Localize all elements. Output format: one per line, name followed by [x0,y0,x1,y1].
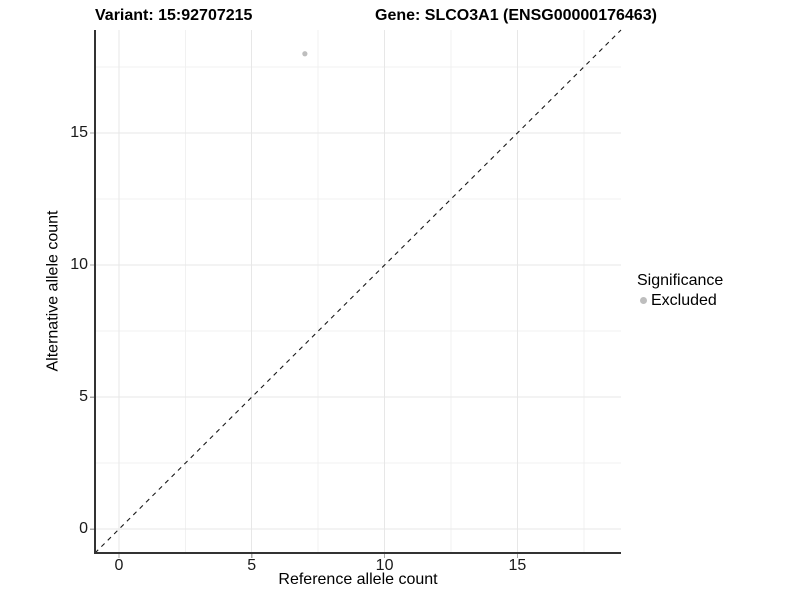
identity-line [94,29,622,554]
y-tick-label: 10 [70,256,88,274]
axis-lines [94,30,621,554]
grid-minor [95,30,621,553]
data-points [302,51,308,57]
data-point [302,51,308,57]
y-tick-label: 5 [79,388,88,406]
legend-item-excluded: Excluded [637,291,723,310]
y-tick-label: 0 [79,520,88,538]
axis-ticks [90,132,518,558]
y-axis-title: Alternative allele count [44,210,62,372]
grid-major [95,30,621,553]
legend-point-icon [640,297,647,304]
legend-item-label: Excluded [651,292,717,309]
x-tick-label: 5 [247,557,257,574]
legend: Significance Excluded [637,271,723,310]
legend-title: Significance [637,272,724,289]
variant-title: Variant: 15:92707215 [95,7,253,24]
y-tick-label: 15 [70,124,88,141]
x-tick-label: 15 [508,557,527,574]
x-tick-label: 10 [375,557,394,574]
gene-title: Gene: SLCO3A1 (ENSG00000176463) [375,7,657,24]
x-axis-title: Reference allele count [278,571,438,588]
x-tick-label: 0 [114,557,124,574]
